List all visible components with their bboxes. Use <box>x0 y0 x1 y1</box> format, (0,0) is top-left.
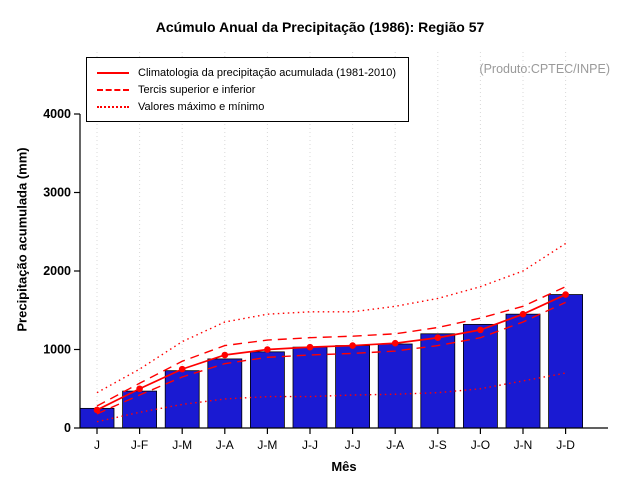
bar <box>164 370 200 429</box>
x-tick-label: J-A <box>386 438 404 452</box>
x-tick-label: J-S <box>429 438 447 452</box>
y-tick-label: 1000 <box>43 343 71 357</box>
legend: Climatologia da precipitação acumulada (… <box>86 57 410 122</box>
x-tick-label: J-O <box>471 438 490 452</box>
climatology-point <box>178 365 186 373</box>
climatology-point <box>221 351 229 359</box>
legend-label: Climatologia da precipitação acumulada (… <box>138 66 397 79</box>
bar <box>377 343 413 429</box>
bar <box>335 345 371 429</box>
x-tick-label: J-D <box>556 438 575 452</box>
bar <box>420 333 456 429</box>
legend-row-tercis: Tercis superior e inferior <box>97 81 396 98</box>
bar <box>292 346 328 429</box>
bar <box>548 294 583 429</box>
x-tick-label: J-A <box>216 438 234 452</box>
y-tick-label: 0 <box>64 421 71 435</box>
bar <box>207 358 243 429</box>
climatology-point <box>562 291 569 298</box>
bar <box>505 313 541 429</box>
dashed-line-icon <box>97 88 129 91</box>
y-tick-label: 2000 <box>43 264 71 278</box>
x-tick-label: J-M <box>172 438 192 452</box>
dotted-line-icon <box>97 105 129 108</box>
legend-row-max-min: Valores máximo e mínimo <box>97 98 396 115</box>
climatology-point <box>519 310 527 318</box>
climatology-point <box>306 343 314 351</box>
series-line-dashed <box>96 286 566 407</box>
y-tick-label: 3000 <box>43 186 71 200</box>
x-tick-label: J-J <box>345 438 361 452</box>
legend-row-climatology: Climatologia da precipitação acumulada (… <box>97 64 396 81</box>
x-tick-label: J <box>94 438 100 452</box>
y-axis-label: Precipitação acumulada (mm) <box>14 147 30 332</box>
climatology-point <box>349 342 356 349</box>
climatology-point <box>477 326 484 334</box>
climatology-point <box>93 406 101 414</box>
x-axis-label: Mês <box>331 459 357 474</box>
legend-label: Valores máximo e mínimo <box>138 100 265 113</box>
x-tick-label: J-N <box>514 438 533 452</box>
series-line-dotted <box>96 372 566 423</box>
climatology-point <box>391 339 399 347</box>
x-tick-label: J-M <box>257 438 277 452</box>
legend-label: Tercis superior e inferior <box>138 83 256 96</box>
climatology-point <box>264 346 271 353</box>
series-line-solid <box>96 293 566 411</box>
series-line-dashed <box>96 301 566 415</box>
bar <box>249 351 285 429</box>
series-line-dotted <box>96 242 566 394</box>
climatology-point <box>136 385 143 393</box>
solid-line-icon <box>97 71 129 74</box>
climatology-point <box>434 334 442 342</box>
x-tick-label: J-F <box>131 438 148 452</box>
product-annotation: (Produto:CPTEC/INPE) <box>479 62 610 76</box>
y-tick-label: 4000 <box>43 107 71 121</box>
x-tick-label: J-J <box>302 438 318 452</box>
chart-title: Acúmulo Anual da Precipitação (1986): Re… <box>155 19 485 35</box>
